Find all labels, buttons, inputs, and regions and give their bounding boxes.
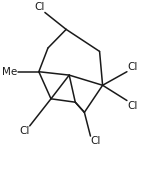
- Text: Cl: Cl: [19, 126, 30, 136]
- Text: Cl: Cl: [127, 62, 137, 72]
- Text: Cl: Cl: [34, 2, 45, 13]
- Text: Cl: Cl: [90, 136, 101, 146]
- Text: Me: Me: [2, 67, 18, 77]
- Text: Cl: Cl: [127, 101, 137, 110]
